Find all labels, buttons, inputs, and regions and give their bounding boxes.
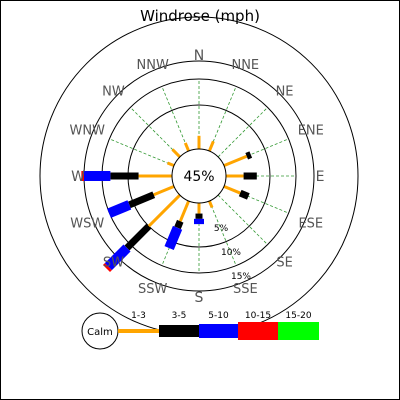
direction-label-nw: NW <box>102 84 125 99</box>
legend-swatch-10-15 <box>238 322 278 340</box>
legend-label-3-5: 3-5 <box>172 311 187 321</box>
bar-sw-10-15 <box>102 263 112 273</box>
bar-wsw-5-10 <box>107 200 132 218</box>
ring-label-15: 15% <box>231 272 251 282</box>
legend-swatch-15-20 <box>278 322 319 340</box>
bar-wsw-1-3 <box>153 184 175 197</box>
direction-label-n: N <box>194 48 204 64</box>
bar-sw-1-3 <box>147 194 181 228</box>
bar-sw-3-5 <box>124 223 152 251</box>
direction-label-w: W <box>71 169 85 185</box>
legend-label-5-10: 5-10 <box>208 311 229 321</box>
legend-label-15-20: 15-20 <box>285 311 311 321</box>
bar-wnw-1-3 <box>166 161 175 168</box>
bar-nw-1-3 <box>171 148 181 158</box>
direction-label-ssw: SSW <box>138 282 168 297</box>
bar-ene-3-5 <box>245 151 253 160</box>
direction-label-wsw: WSW <box>70 216 104 231</box>
legend-swatch-3-5 <box>159 325 199 337</box>
direction-label-nnw: NNW <box>137 58 169 73</box>
direction-label-se: SE <box>276 256 292 271</box>
direction-label-wnw: WNW <box>69 124 105 139</box>
direction-label-s: S <box>195 290 204 306</box>
bar-nne-1-3 <box>207 140 215 152</box>
bar-ese-3-5 <box>238 189 250 200</box>
direction-label-nne: NNE <box>231 58 259 73</box>
bar-wsw-3-5 <box>128 191 156 209</box>
legend-label-10-15: 10-15 <box>245 311 271 321</box>
direction-labels: N NNE NE ENE E ESE SE SSE S SSW SW WSW W WNW NW NNW <box>69 48 324 306</box>
direction-label-e: E <box>316 169 325 185</box>
legend-swatch-5-10 <box>199 324 238 338</box>
bar-sse-1-3 <box>207 200 214 209</box>
spoke-nnw <box>161 86 190 152</box>
legend: Calm 1-3 3-5 5-10 10-15 15-20 <box>81 311 319 350</box>
bar-ese-1-3 <box>223 184 241 195</box>
direction-label-ne: NE <box>276 84 294 99</box>
bar-ssw-3-5 <box>174 219 184 230</box>
direction-label-ene: ENE <box>298 124 324 139</box>
bar-ssw-5-10 <box>164 225 183 251</box>
spoke-ne <box>217 107 268 158</box>
spoke-se <box>217 194 268 245</box>
spoke-sse <box>208 200 237 266</box>
legend-swatch-1-3 <box>118 329 159 333</box>
bar-ene-1-3 <box>223 154 248 168</box>
direction-label-ese: ESE <box>298 216 323 231</box>
spoke-wnw <box>109 138 175 167</box>
bar-ssw-1-3 <box>178 200 191 222</box>
legend-label-1-3: 1-3 <box>131 311 146 321</box>
ring-label-5: 5% <box>214 224 229 234</box>
legend-calm-label: Calm <box>87 327 113 338</box>
calm-percent-label: 45% <box>183 169 214 185</box>
bar-sw-5-10 <box>104 244 131 271</box>
calm-circle <box>171 148 227 204</box>
spoke-nne <box>208 86 237 152</box>
direction-label-sw: SW <box>103 256 124 271</box>
overlay: 45% <box>171 148 227 204</box>
spoke-nw <box>130 107 181 158</box>
direction-label-sse: SSE <box>233 282 258 297</box>
bar-nnw-1-3 <box>183 142 191 152</box>
ring-label-10: 10% <box>221 248 241 258</box>
bars <box>81 135 257 273</box>
ring-labels: 5% 10% 15% <box>214 224 252 282</box>
